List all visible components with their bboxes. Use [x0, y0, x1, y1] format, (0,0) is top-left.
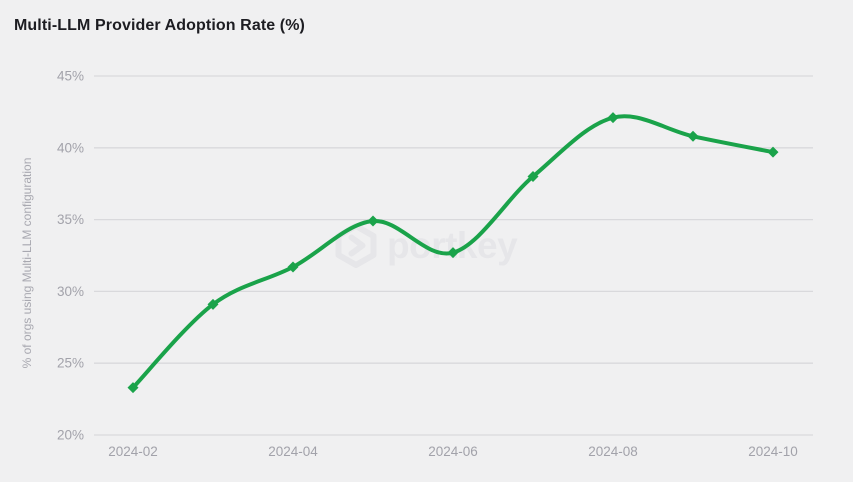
x-tick-label: 2024-04 — [268, 444, 318, 459]
watermark: portkey — [335, 223, 519, 268]
grid-layer — [94, 75, 813, 436]
y-tick-label: 40% — [57, 140, 84, 155]
x-tick-label: 2024-06 — [428, 444, 478, 459]
x-tick-label: 2024-02 — [108, 444, 158, 459]
y-tick-label: 35% — [57, 212, 84, 227]
series-layer — [127, 112, 779, 394]
x-tick-label: 2024-08 — [588, 444, 638, 459]
y-tick-label: 30% — [57, 284, 84, 299]
data-point-marker — [527, 171, 539, 183]
data-point-marker — [607, 112, 619, 124]
y-tick-label: 25% — [57, 356, 84, 371]
data-point-marker — [367, 215, 379, 227]
y-tick-label: 20% — [57, 428, 84, 443]
axis-layer: % of orgs using Multi-LLM configuration … — [20, 69, 798, 460]
data-point-marker — [687, 130, 699, 142]
data-point-marker — [447, 247, 459, 259]
watermark-text: portkey — [387, 225, 518, 266]
watermark-chevron-icon — [348, 234, 366, 257]
data-point-marker — [127, 382, 139, 394]
chart-title: Multi-LLM Provider Adoption Rate (%) — [14, 17, 305, 34]
data-point-marker — [207, 298, 219, 310]
y-axis-title: % of orgs using Multi-LLM configuration — [20, 158, 34, 369]
y-tick-label: 45% — [57, 69, 84, 84]
data-point-marker — [287, 261, 299, 273]
x-tick-label: 2024-10 — [748, 444, 798, 459]
data-point-marker — [767, 146, 779, 158]
